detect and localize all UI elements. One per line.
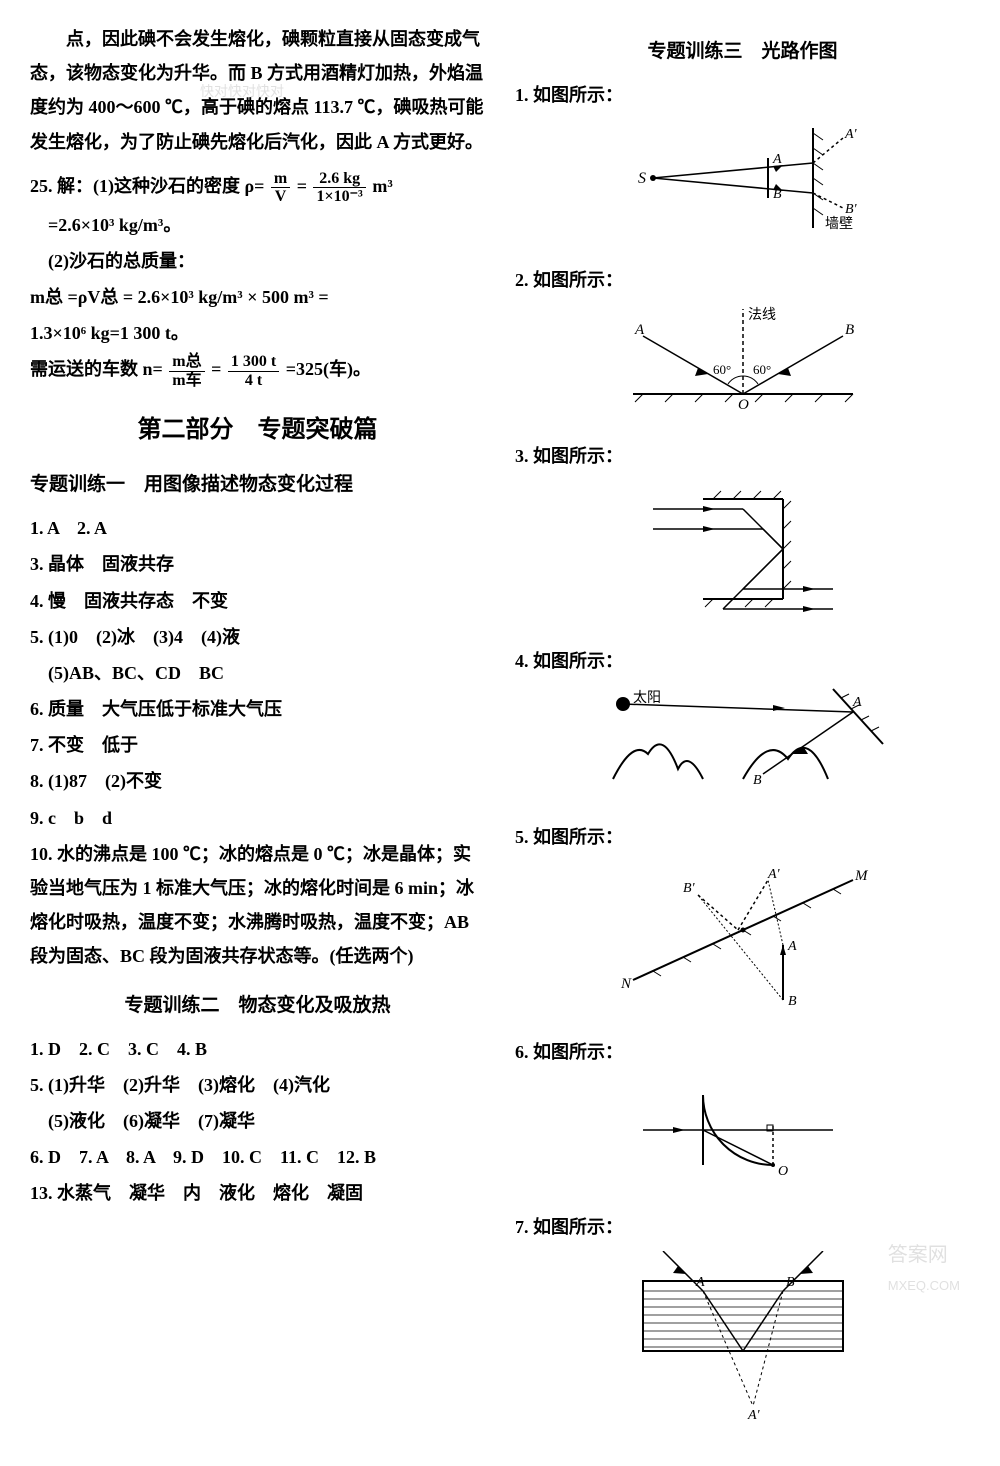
t2-1: 1. D 2. C 3. C 4. B <box>30 1032 485 1066</box>
q25-3b: =325(车)。 <box>286 359 371 379</box>
label-Ap: A' <box>844 127 858 142</box>
label-A: A <box>634 322 645 338</box>
frac-n2: 1 300 t 4 t <box>228 353 279 389</box>
t1-9: 9. c b d <box>30 801 485 835</box>
topic3-title: 专题训练三 光路作图 <box>515 34 970 70</box>
label-Bp: B' <box>683 881 696 896</box>
t1-6: 6. 质量 大气压低于标准大气压 <box>30 692 485 726</box>
label-A: A <box>695 1275 705 1290</box>
t2-13: 13. 水蒸气 凝华 内 液化 熔化 凝固 <box>30 1176 485 1210</box>
fig6-label: 6. 如图所示： <box>515 1035 970 1069</box>
frac-m-v: m V <box>271 170 290 206</box>
q25-text: 25. 解：(1)这种沙石的密度 ρ= <box>30 176 264 196</box>
paragraph-continue: 点，因此碘不会发生熔化，碘颗粒直接从固态变成气态，该物态变化为升华。而 B 方式… <box>30 22 485 159</box>
label-O: O <box>738 397 749 413</box>
frac-den: m车 <box>169 372 204 390</box>
t2-5b: (5)液化 (6)凝华 (7)凝华 <box>30 1104 485 1138</box>
fig5-label: 5. 如图所示： <box>515 820 970 854</box>
eq2: = <box>211 359 221 379</box>
left-column: 点，因此碘不会发生熔化，碘颗粒直接从固态变成气态，该物态变化为升华。而 B 方式… <box>30 20 485 1446</box>
q25-2a: m总 =ρV总 = 2.6×10³ kg/m³ × 500 m³ = <box>30 280 485 314</box>
unit: m³ <box>372 176 392 196</box>
part2-heading: 第二部分 专题突破篇 <box>30 407 485 453</box>
frac-val: 2.6 kg 1×10⁻³ <box>313 170 365 206</box>
label-Bp: B' <box>845 202 858 217</box>
frac-num: 1 300 t <box>228 353 279 372</box>
label-normal: 法线 <box>748 307 776 323</box>
fig3 <box>515 479 970 630</box>
label-Ap: A' <box>767 867 781 882</box>
fig2: 法线 A B 60° 60° O <box>515 304 970 425</box>
label-S: S <box>638 170 646 187</box>
t1-1: 1. A 2. A <box>30 511 485 545</box>
fig1: S A B A' B' 墙壁 <box>515 118 970 249</box>
q25-2b: 1.3×10⁶ kg=1 300 t。 <box>30 316 485 350</box>
frac-den: 4 t <box>228 372 279 390</box>
frac-den: 1×10⁻³ <box>313 188 365 206</box>
frac-n1: m总 m车 <box>169 353 204 389</box>
fig4: 太阳 A B <box>515 684 970 805</box>
t2-5: 5. (1)升华 (2)升华 (3)熔化 (4)汽化 <box>30 1068 485 1102</box>
t1-7: 7. 不变 低于 <box>30 728 485 762</box>
t1-3: 3. 晶体 固液共存 <box>30 547 485 581</box>
fig2-label: 2. 如图所示： <box>515 263 970 297</box>
fig3-label: 3. 如图所示： <box>515 439 970 473</box>
fig5: N M A B A' B' <box>515 860 970 1021</box>
t1-5b: (5)AB、BC、CD BC <box>30 656 485 690</box>
q25-3: 需运送的车数 n= m总 m车 = 1 300 t 4 t =325(车)。 <box>30 352 485 389</box>
q25-line1: 25. 解：(1)这种沙石的密度 ρ= m V = 2.6 kg 1×10⁻³ … <box>30 169 485 206</box>
t1-10: 10. 水的沸点是 100 ℃；冰的熔点是 0 ℃；冰是晶体；实验当地气压为 1… <box>30 837 485 974</box>
label-B: B <box>753 773 762 788</box>
label-B: B <box>773 187 782 202</box>
fig1-label: 1. 如图所示： <box>515 78 970 112</box>
fig4-label: 4. 如图所示： <box>515 644 970 678</box>
label-O: O <box>778 1164 788 1179</box>
fig6: O <box>515 1075 970 1196</box>
frac-den: V <box>271 188 290 206</box>
q25-3a: 需运送的车数 n= <box>30 359 163 379</box>
fig7-label: 7. 如图所示： <box>515 1210 970 1244</box>
label-A: A <box>787 939 797 954</box>
fig7: A B A' <box>515 1251 970 1432</box>
label-B: B <box>788 994 797 1009</box>
label-N: N <box>620 976 632 992</box>
angle1: 60° <box>713 362 731 377</box>
right-column: 专题训练三 光路作图 1. 如图所示： S A <box>515 20 970 1446</box>
label-B: B <box>845 322 854 338</box>
label-wall: 墙壁 <box>825 216 853 232</box>
eq: = <box>297 176 307 196</box>
frac-num: 2.6 kg <box>313 170 365 189</box>
t2-6: 6. D 7. A 8. A 9. D 10. C 11. C 12. B <box>30 1140 485 1174</box>
angle2: 60° <box>753 362 771 377</box>
t1-5: 5. (1)0 (2)冰 (3)4 (4)液 <box>30 620 485 654</box>
label-A: A <box>772 152 782 167</box>
label-Ap: A' <box>747 1408 761 1421</box>
q25-2: (2)沙石的总质量： <box>30 244 485 278</box>
t1-4: 4. 慢 固液共存态 不变 <box>30 584 485 618</box>
topic2-title: 专题训练二 物态变化及吸放热 <box>30 988 485 1024</box>
label-M: M <box>854 868 869 884</box>
label-A: A <box>852 695 862 710</box>
t1-8: 8. (1)87 (2)不变 <box>30 764 485 798</box>
label-B: B <box>786 1275 795 1290</box>
topic1-title: 专题训练一 用图像描述物态变化过程 <box>30 467 485 503</box>
q25-r1: =2.6×10³ kg/m³。 <box>30 208 485 242</box>
frac-num: m <box>271 170 290 189</box>
label-sun: 太阳 <box>633 690 661 706</box>
frac-num: m总 <box>169 353 204 372</box>
